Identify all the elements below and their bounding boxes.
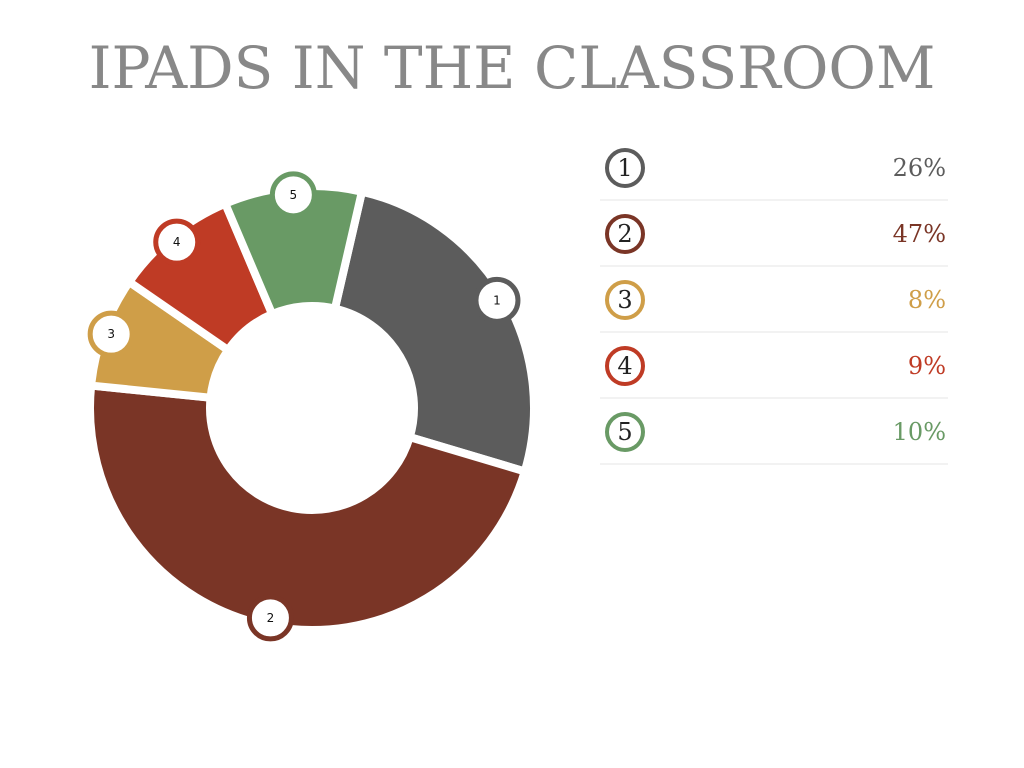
legend-marker	[605, 412, 645, 452]
legend-label: 1	[617, 154, 632, 182]
pie-slice	[330, 186, 538, 477]
slice-marker-label: 4	[173, 235, 181, 249]
legend-value: 10%	[893, 418, 946, 446]
slice-marker	[153, 218, 201, 266]
legend-marker	[605, 214, 645, 254]
chart-title: IPADS IN THE CLASSROOM	[89, 34, 936, 102]
pie-slice	[86, 381, 530, 635]
slice-marker	[87, 310, 135, 358]
legend-value: 47%	[893, 220, 946, 248]
slice-marker	[473, 276, 521, 324]
slice-marker	[246, 594, 294, 642]
legend-value: 26%	[893, 154, 946, 182]
legend-value: 9%	[908, 352, 946, 380]
legend-marker	[605, 280, 645, 320]
slice-marker-label: 3	[107, 327, 115, 341]
legend-marker	[605, 148, 645, 188]
legend-marker	[605, 346, 645, 386]
slice-marker-label: 2	[267, 611, 275, 625]
pie-slice	[220, 182, 367, 320]
slice-marker-label: 5	[290, 188, 298, 202]
legend-label: 2	[617, 220, 632, 248]
slice-marker	[269, 171, 317, 219]
slice-marker-label: 1	[493, 293, 501, 307]
legend-label: 5	[617, 418, 632, 446]
legend-label: 3	[617, 286, 632, 314]
legend-value: 8%	[908, 286, 946, 314]
legend-label: 4	[617, 352, 632, 380]
